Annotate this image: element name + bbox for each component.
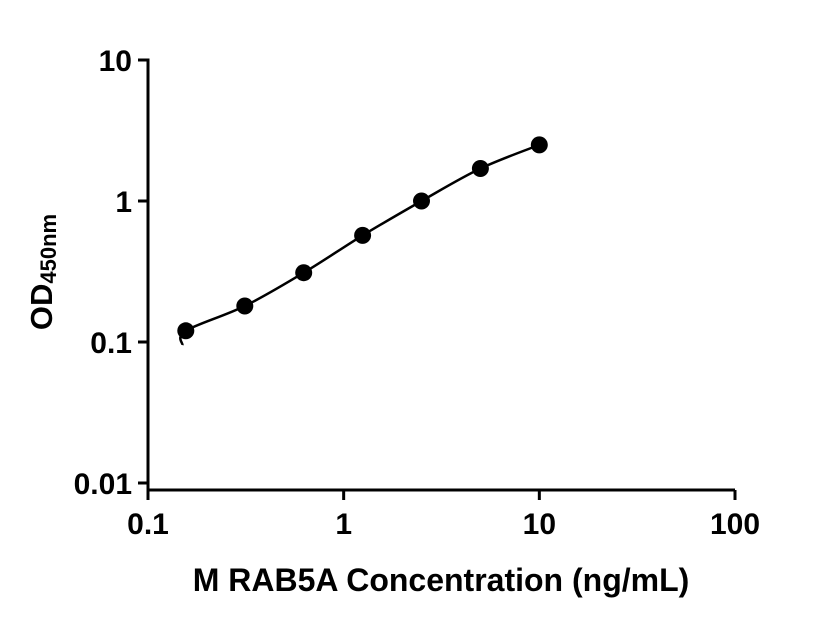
data-point — [413, 192, 430, 210]
y-axis-title: OD450nm — [24, 213, 61, 331]
data-point — [236, 297, 254, 315]
data-point — [295, 264, 313, 282]
x-tick-label: 100 — [710, 508, 760, 541]
y-axis-title-main: OD — [24, 283, 59, 331]
y-tick-label: 10 — [99, 45, 132, 78]
x-tick-label: 1 — [335, 508, 352, 541]
x-tick-label: 10 — [523, 508, 556, 541]
data-point — [354, 226, 372, 244]
data-point — [177, 322, 195, 340]
y-axis-title-subscript: 450nm — [36, 213, 61, 284]
y-tick-label: 1 — [115, 186, 132, 219]
y-tick-label: 0.1 — [90, 327, 132, 360]
data-point — [530, 136, 548, 154]
x-axis-title: M RAB5A Concentration (ng/mL) — [192, 562, 690, 598]
data-point — [471, 160, 489, 177]
y-tick-label: 0.01 — [74, 468, 132, 501]
x-tick-label: 0.1 — [127, 508, 169, 541]
